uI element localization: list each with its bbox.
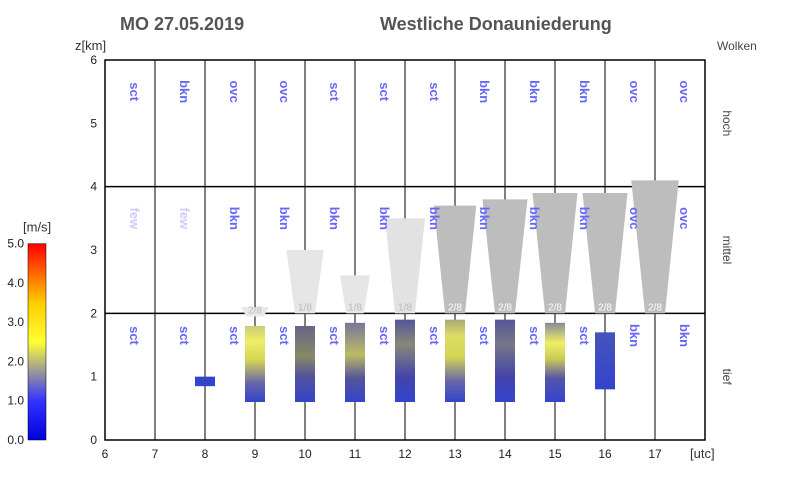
cloud-code: sct	[277, 326, 292, 345]
cloud-code: sct	[427, 82, 442, 101]
title-date: MO 27.05.2019	[120, 14, 244, 34]
cloud-code: ovc	[277, 80, 292, 102]
cloud-code: sct	[427, 326, 442, 345]
colorbar-label: [m/s]	[23, 220, 51, 235]
level-high: hoch	[720, 110, 734, 136]
svg-text:3: 3	[90, 243, 97, 257]
cloud-code: bkn	[377, 207, 392, 230]
svg-text:13: 13	[448, 447, 462, 461]
cloud-code: bkn	[577, 80, 592, 103]
cloud-code: sct	[327, 326, 342, 345]
thermal-bar	[295, 326, 315, 402]
svg-text:3.0: 3.0	[7, 315, 24, 329]
cloud-code: sct	[327, 82, 342, 101]
cloud-code: bkn	[327, 207, 342, 230]
svg-text:7: 7	[152, 447, 159, 461]
cloud-code: sct	[127, 326, 142, 345]
svg-text:9: 9	[252, 447, 259, 461]
thermal-cloud-chart: MO 27.05.2019 Westliche Donauniederung 6 7 8…	[0, 0, 800, 500]
cloud-code: bkn	[227, 207, 242, 230]
thermal-bar	[445, 320, 465, 402]
cloud-code: sct	[127, 82, 142, 101]
level-mid: mittel	[720, 236, 734, 265]
cloud-code: ovc	[227, 80, 242, 102]
cloud-code: sct	[477, 326, 492, 345]
thermal-bar	[195, 377, 215, 387]
svg-text:15: 15	[548, 447, 562, 461]
cloud-code: bkn	[177, 80, 192, 103]
thermal-bar	[495, 320, 515, 402]
colorbar	[28, 244, 46, 440]
thermal-bar	[545, 323, 565, 402]
thermal-bar	[345, 323, 365, 402]
svg-text:2: 2	[90, 306, 97, 320]
svg-text:1/8: 1/8	[398, 302, 412, 313]
svg-text:14: 14	[498, 447, 512, 461]
level-low: tief	[720, 369, 734, 386]
y-axis-label: z[km]	[75, 38, 106, 53]
svg-text:2/8: 2/8	[448, 302, 462, 313]
svg-text:2.0: 2.0	[7, 354, 24, 368]
svg-text:8: 8	[202, 447, 209, 461]
cloud-code: sct	[527, 326, 542, 345]
cloud-code: ovc	[677, 80, 692, 102]
svg-text:1/8: 1/8	[298, 302, 312, 313]
cloud-code: bkn	[277, 207, 292, 230]
cloud-code: few	[127, 207, 142, 230]
svg-text:0.0: 0.0	[7, 433, 24, 447]
cloud-code: ovc	[677, 207, 692, 229]
svg-text:2/8: 2/8	[498, 302, 512, 313]
title-region: Westliche Donauniederung	[380, 14, 612, 34]
cloud-code: ovc	[627, 207, 642, 229]
cloud-code: sct	[377, 82, 392, 101]
svg-text:2/8: 2/8	[648, 302, 662, 313]
svg-text:6: 6	[90, 53, 97, 67]
x-axis-label: [utc]	[690, 446, 715, 461]
cloud-code: sct	[177, 326, 192, 345]
cloud-code: bkn	[527, 207, 542, 230]
svg-text:4.0: 4.0	[7, 276, 24, 290]
cloud-code: few	[177, 207, 192, 230]
svg-text:2/8: 2/8	[248, 306, 262, 317]
svg-text:2/8: 2/8	[598, 302, 612, 313]
cloud-code: sct	[227, 326, 242, 345]
cloud-code: bkn	[477, 80, 492, 103]
svg-text:1/8: 1/8	[348, 302, 362, 313]
cloud-code: bkn	[427, 207, 442, 230]
cloud-code: ovc	[627, 80, 642, 102]
wolken-label: Wolken	[717, 39, 757, 53]
svg-text:5: 5	[90, 116, 97, 130]
cloud-code: bkn	[677, 324, 692, 347]
svg-text:6: 6	[102, 447, 109, 461]
svg-text:4: 4	[90, 180, 97, 194]
svg-text:11: 11	[349, 447, 362, 461]
svg-text:12: 12	[398, 447, 412, 461]
thermal-bar	[595, 332, 615, 389]
cloud-code: sct	[577, 326, 592, 345]
svg-text:0: 0	[90, 433, 97, 447]
svg-text:1.0: 1.0	[7, 394, 24, 408]
cloud-code: sct	[377, 326, 392, 345]
cloud-code: bkn	[627, 324, 642, 347]
svg-text:17: 17	[648, 447, 662, 461]
cloud-code: bkn	[477, 207, 492, 230]
thermal-bar	[395, 320, 415, 402]
svg-text:2/8: 2/8	[548, 302, 562, 313]
svg-text:5.0: 5.0	[7, 237, 24, 251]
cloud-code: bkn	[577, 207, 592, 230]
svg-text:10: 10	[298, 447, 312, 461]
svg-text:16: 16	[598, 447, 612, 461]
cloud-code: bkn	[527, 80, 542, 103]
thermal-bar	[245, 326, 265, 402]
svg-text:1: 1	[90, 370, 97, 384]
